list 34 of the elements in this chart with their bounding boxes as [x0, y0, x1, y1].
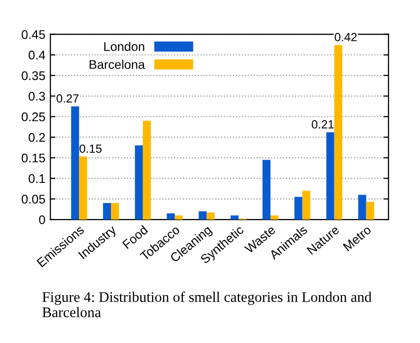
bar [71, 106, 80, 220]
bar [294, 196, 302, 220]
bar [334, 45, 342, 220]
bar [302, 190, 310, 220]
bar [103, 203, 112, 220]
y-tick-label: 0.15 [22, 154, 46, 162]
data-label: 0.15 [80, 144, 102, 153]
legend-label: Barcelona [90, 60, 145, 69]
y-tick-label: 0.3 [28, 92, 45, 101]
bar [366, 202, 374, 220]
y-tick-label: 0.25 [22, 112, 46, 122]
bar [262, 160, 270, 220]
y-tick-label: 0.2 [28, 133, 45, 142]
bar [270, 215, 278, 220]
caption: Figure 4: Distribution of smell categories in London and Barcelona [42, 292, 372, 318]
bar [198, 211, 207, 220]
bar [206, 212, 215, 220]
bar [230, 215, 239, 220]
legend-label: London [104, 42, 144, 52]
y-tick-label: 0.05 [22, 194, 46, 204]
y-tick-label: 0.1 [28, 174, 45, 184]
y-tick-label: 0.4 [28, 50, 46, 60]
data-label: 0.42 [334, 32, 357, 42]
data-label: 0.27 [56, 94, 79, 103]
bar [358, 194, 366, 220]
bar [174, 215, 183, 220]
data-label: 0.21 [312, 120, 334, 129]
bar [111, 203, 119, 220]
y-tick-label: 0.35 [22, 71, 46, 80]
bar [142, 120, 151, 220]
y-tick-label: 0 [39, 215, 46, 224]
bar [134, 145, 143, 220]
y-tick-label: 0.45 [22, 30, 46, 39]
bar [166, 213, 175, 220]
